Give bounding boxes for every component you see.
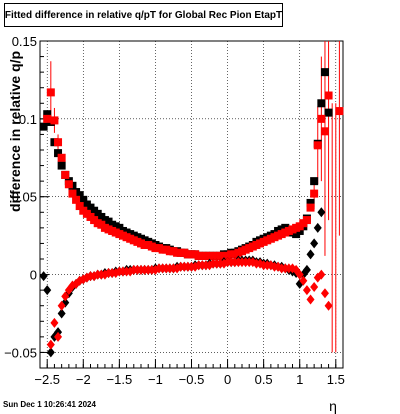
diamond-marker: [310, 238, 319, 249]
y-axis-title: difference in relative q/p: [7, 51, 23, 212]
square-marker: [317, 114, 326, 123]
y-tick-labels: −0.05 0 0.05 0.1 0.15: [4, 34, 37, 360]
square-marker: [310, 189, 319, 198]
square-marker: [43, 110, 52, 119]
diamond-marker: [46, 339, 55, 350]
diamond-marker: [57, 300, 66, 311]
x-tick-label: 0: [224, 372, 231, 387]
square-marker: [335, 107, 344, 116]
square-marker: [320, 68, 329, 77]
diamond-marker: [57, 308, 66, 319]
square-marker: [79, 195, 88, 204]
diamond-marker: [317, 207, 326, 218]
y-tick-label: 0.15: [12, 34, 37, 49]
x-tick-label: −0.5: [179, 372, 205, 387]
x-tick-label: 1.5: [327, 372, 345, 387]
square-marker: [64, 180, 73, 189]
diamond-marker: [61, 291, 70, 302]
square-marker: [317, 99, 326, 108]
square-marker: [46, 88, 55, 97]
square-marker: [43, 114, 52, 123]
chart-title: Fitted difference in relative q/pT for G…: [4, 3, 283, 27]
square-marker: [61, 170, 70, 179]
diamond-marker: [50, 317, 59, 328]
square-marker: [310, 177, 319, 186]
diamond-marker: [317, 269, 326, 280]
square-marker: [324, 91, 333, 100]
diamond-marker: [302, 285, 311, 296]
diamond-marker: [295, 269, 304, 280]
diamond-marker: [306, 294, 315, 305]
y-tick-label: 0: [30, 268, 37, 283]
square-marker: [306, 203, 315, 212]
diamond-marker: [310, 282, 319, 293]
diamond-marker: [39, 271, 48, 282]
square-marker: [57, 161, 66, 170]
x-tick-label: −2: [76, 372, 91, 387]
x-tick-labels: −2.5 −2 −1.5 −1 −0.5 0 0.5 1 1.5: [34, 372, 344, 387]
square-marker: [313, 141, 322, 150]
diamond-marker: [306, 249, 315, 260]
x-tick-label: 1: [296, 372, 303, 387]
diamond-marker: [299, 275, 308, 286]
timestamp-footer: Sun Dec 1 10:26:41 2024: [3, 400, 96, 409]
square-marker: [306, 198, 315, 207]
x-tick-label: −1: [148, 372, 163, 387]
diamond-marker: [46, 347, 55, 358]
diamond-marker: [302, 264, 311, 275]
y-tick-label: 0.1: [19, 112, 37, 127]
square-marker: [57, 153, 66, 162]
square-marker: [320, 127, 329, 136]
square-marker: [324, 108, 333, 117]
x-tick-label: −1.5: [107, 372, 133, 387]
diamond-marker: [324, 300, 333, 311]
square-marker: [50, 116, 59, 125]
x-tick-label: −2.5: [34, 372, 60, 387]
square-marker: [75, 191, 84, 200]
x-tick-label: 0.5: [255, 372, 273, 387]
diamond-marker: [248, 257, 257, 268]
x-axis-title: η: [329, 398, 337, 414]
square-marker: [75, 202, 84, 211]
square-marker: [39, 122, 48, 131]
y-tick-label: 0.05: [12, 190, 37, 205]
diamond-marker: [320, 288, 329, 299]
diamond-marker: [43, 285, 52, 296]
diamond-marker: [313, 222, 322, 233]
diamond-marker: [54, 331, 63, 342]
square-marker: [54, 138, 63, 147]
y-tick-label: −0.05: [4, 345, 37, 360]
data-markers: [39, 68, 344, 358]
square-marker: [54, 149, 63, 158]
square-marker: [302, 216, 311, 225]
square-marker: [72, 195, 81, 204]
square-marker: [68, 189, 77, 198]
